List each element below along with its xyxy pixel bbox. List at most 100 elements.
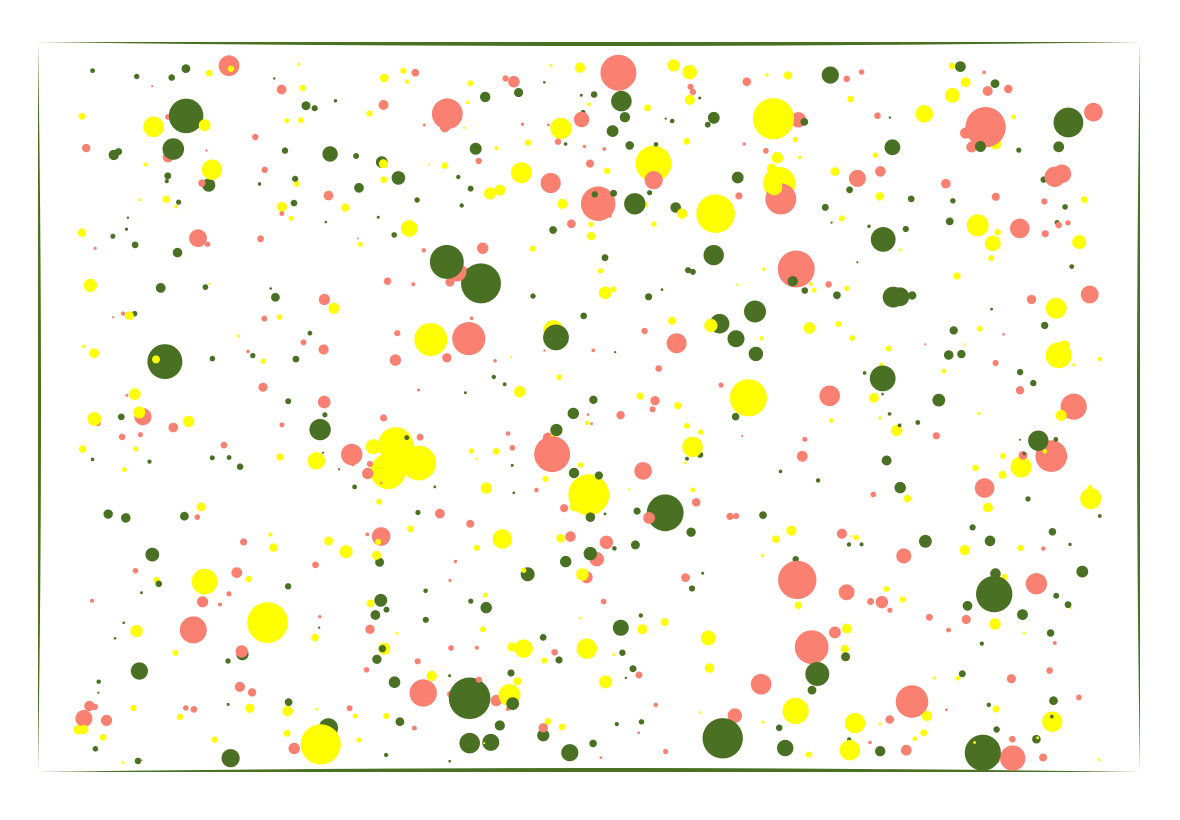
dot [508, 75, 520, 88]
dot [977, 411, 981, 416]
dot [285, 398, 292, 405]
dot [726, 512, 734, 520]
dot [847, 95, 854, 103]
dot [599, 675, 613, 689]
dot [591, 348, 596, 353]
dot [794, 601, 803, 609]
dot [838, 584, 855, 601]
dot [227, 65, 235, 72]
dot [1018, 438, 1021, 441]
dot [502, 382, 507, 387]
dot [431, 98, 463, 130]
dot [653, 142, 659, 147]
dot [585, 420, 590, 426]
dot [484, 187, 496, 200]
dot [616, 411, 625, 420]
dot [143, 116, 164, 138]
dot [691, 498, 701, 507]
dot [257, 182, 262, 186]
dot [333, 99, 338, 103]
dot [414, 658, 421, 665]
dot [878, 416, 882, 420]
dot [209, 455, 215, 461]
dot [792, 136, 798, 143]
dot [292, 175, 299, 182]
dot [582, 144, 587, 149]
dot [328, 302, 340, 314]
dot [808, 282, 813, 286]
dot [422, 123, 426, 127]
dot [583, 546, 597, 561]
dot [1065, 220, 1071, 226]
dot [742, 142, 746, 146]
dot [778, 469, 783, 474]
dot [1042, 449, 1048, 454]
dot [966, 214, 989, 237]
dot [869, 365, 896, 392]
dot [324, 220, 328, 224]
dot [492, 447, 500, 455]
dot [633, 507, 641, 515]
dot [953, 272, 961, 280]
dot [547, 123, 550, 127]
dot [849, 335, 856, 341]
dot [473, 544, 480, 551]
dot [234, 681, 245, 693]
dot [973, 741, 976, 744]
dot [1046, 629, 1055, 637]
dot [612, 546, 617, 551]
dot [366, 110, 373, 117]
dot [1087, 484, 1093, 490]
dot [494, 184, 506, 196]
dot [698, 429, 704, 435]
dot [79, 724, 89, 735]
dot [667, 59, 680, 72]
dot [1058, 340, 1070, 352]
polka-dot-artwork [38, 42, 1140, 772]
dot [668, 316, 677, 325]
dot [599, 536, 611, 548]
dot [250, 352, 256, 359]
dot [469, 142, 482, 155]
dot [589, 739, 597, 748]
dot [703, 244, 724, 266]
dot [530, 293, 536, 299]
dot [448, 645, 454, 651]
dot [469, 316, 474, 321]
dot [168, 422, 179, 433]
dot [299, 84, 306, 92]
dot [118, 433, 126, 441]
dot [428, 163, 431, 166]
dot [300, 724, 341, 765]
dot [288, 742, 300, 755]
dot [189, 229, 207, 248]
dot [378, 100, 389, 110]
dot [442, 353, 452, 363]
dot [704, 121, 711, 128]
dot [1022, 452, 1026, 456]
dot [132, 567, 139, 574]
dot [152, 355, 160, 364]
dot [787, 276, 798, 287]
dot [130, 625, 143, 638]
dot [766, 163, 777, 174]
dot [1068, 542, 1072, 547]
dot [1055, 409, 1067, 421]
dot [874, 112, 881, 119]
dot [475, 157, 482, 165]
dot [875, 192, 885, 201]
dot [121, 513, 131, 523]
dot [1084, 102, 1103, 122]
dot [666, 333, 687, 354]
dot [1015, 386, 1025, 395]
dot [1080, 488, 1102, 510]
dot [908, 291, 917, 300]
dot [948, 62, 956, 70]
dot [509, 444, 516, 451]
dot [1069, 607, 1072, 610]
dot [341, 443, 363, 466]
dot [550, 117, 572, 140]
dot [426, 670, 437, 682]
dot [771, 151, 784, 164]
dot [740, 434, 744, 437]
